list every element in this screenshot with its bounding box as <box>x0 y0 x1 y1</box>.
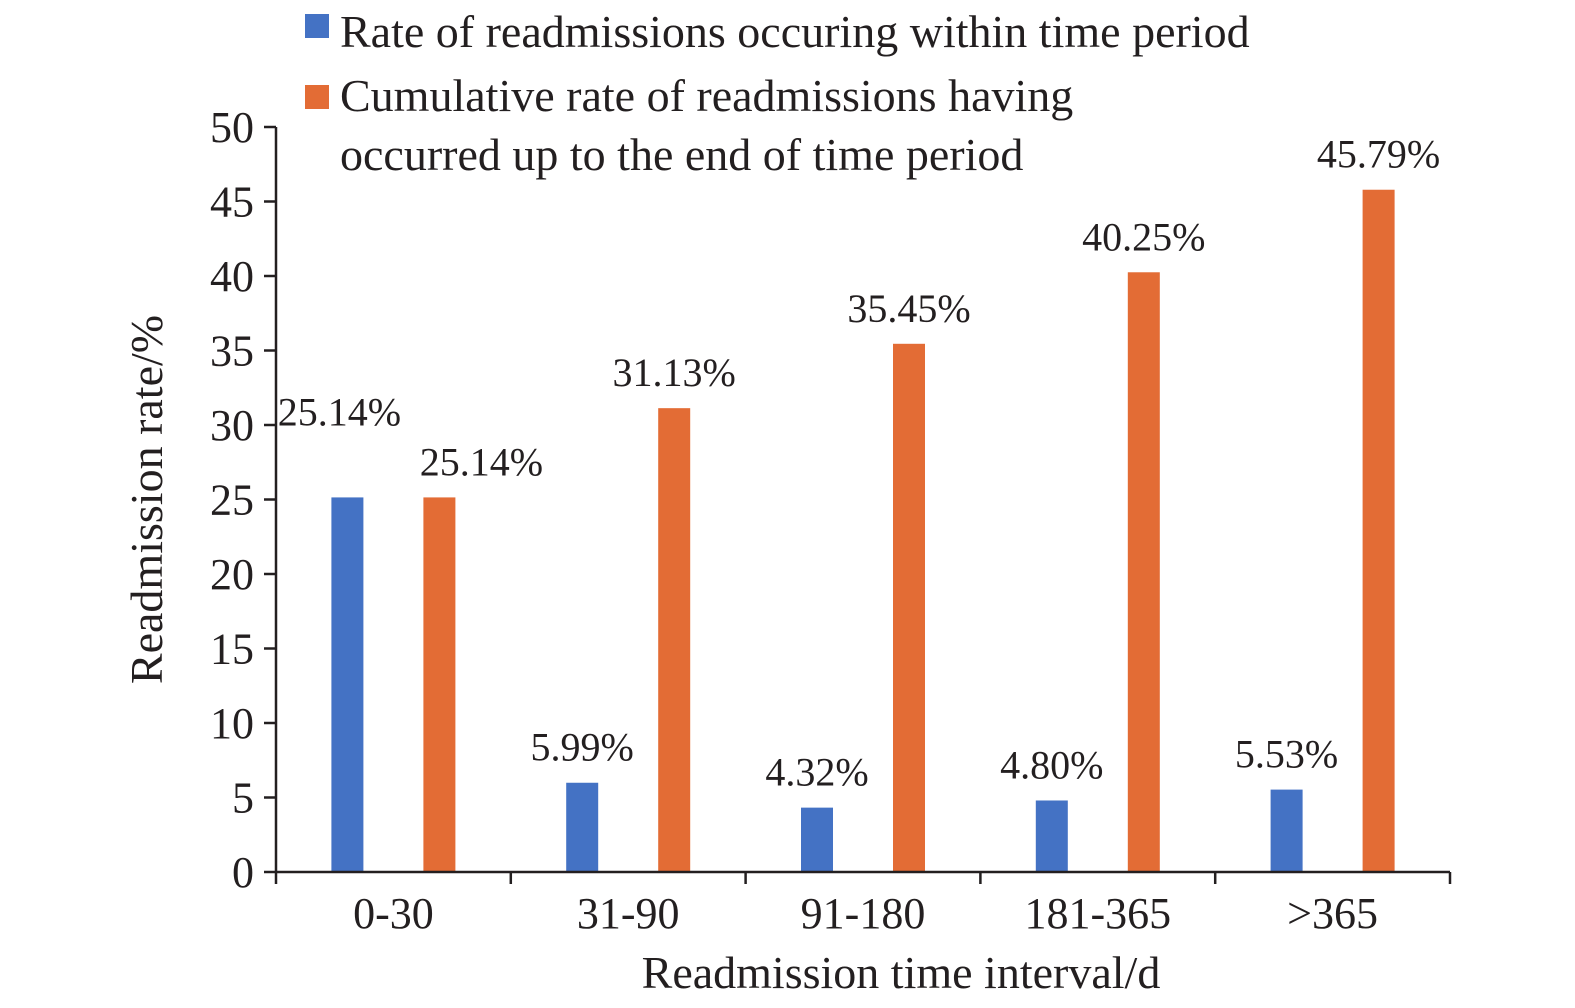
x-axis-title: Readmission time interval/d <box>642 947 1161 998</box>
y-tick-label: 10 <box>210 699 254 748</box>
bars <box>331 189 1395 872</box>
y-tick-label: 40 <box>210 252 254 301</box>
bar-cumulative-rate <box>893 343 925 872</box>
data-label-cumulative-rate: 40.25% <box>1082 214 1205 259</box>
y-tick-label: 20 <box>210 550 254 599</box>
data-label-rate-within-period: 5.53% <box>1235 732 1338 777</box>
y-tick-label: 45 <box>210 178 254 227</box>
legend: Rate of readmissions occuring within tim… <box>305 6 1250 180</box>
bar-cumulative-rate <box>658 408 691 872</box>
data-label-cumulative-rate: 31.13% <box>613 350 736 395</box>
bar-rate-within-period <box>566 782 599 872</box>
legend-swatch-rate-within-period <box>305 14 329 38</box>
data-label-cumulative-rate: 35.45% <box>847 286 970 331</box>
y-axis: 0 5 10 15 20 25 30 35 40 45 50 <box>210 103 278 897</box>
y-tick-label: 0 <box>232 848 254 897</box>
legend-label-rate-within-period: Rate of readmissions occuring within tim… <box>340 6 1250 57</box>
x-axis: 0-30 31-90 91-180 181-365 >365 <box>274 870 1452 938</box>
x-tick-label: 91-180 <box>801 889 926 938</box>
x-tick-label: 181-365 <box>1024 889 1171 938</box>
bar-cumulative-rate <box>1362 189 1395 872</box>
bar-rate-within-period <box>331 497 364 872</box>
y-tick-label: 50 <box>210 103 254 152</box>
data-label-rate-within-period: 4.80% <box>1000 742 1103 787</box>
data-label-cumulative-rate: 45.79% <box>1317 132 1440 177</box>
bar-rate-within-period <box>1270 789 1303 872</box>
y-tick-label: 15 <box>210 625 254 674</box>
y-tick-label: 5 <box>232 774 254 823</box>
legend-label-cumulative-rate: Cumulative rate of readmissions having <box>340 70 1073 121</box>
legend-label-cumulative-rate: occurred up to the end of time period <box>340 129 1023 180</box>
x-tick-label: 0-30 <box>353 889 434 938</box>
bar-cumulative-rate <box>423 497 456 872</box>
data-labels: 25.14% 25.14% 5.99% 31.13% 4.32% 35.45% 4.80% 4… <box>278 132 1441 795</box>
legend-swatch-cumulative-rate <box>305 85 329 109</box>
data-label-rate-within-period: 25.14% <box>278 389 401 434</box>
y-axis-title: Readmission rate/% <box>121 315 172 684</box>
bar-rate-within-period <box>801 807 833 872</box>
y-tick-label: 35 <box>210 327 254 376</box>
x-tick-label: >365 <box>1287 889 1378 938</box>
y-tick-label: 25 <box>210 476 254 525</box>
data-label-cumulative-rate: 25.14% <box>420 439 543 484</box>
y-tick-label: 30 <box>210 401 254 450</box>
bar-cumulative-rate <box>1127 272 1160 872</box>
data-label-rate-within-period: 4.32% <box>765 750 868 795</box>
data-label-rate-within-period: 5.99% <box>531 725 634 770</box>
bar-rate-within-period <box>1035 800 1068 872</box>
x-tick-label: 31-90 <box>577 889 680 938</box>
